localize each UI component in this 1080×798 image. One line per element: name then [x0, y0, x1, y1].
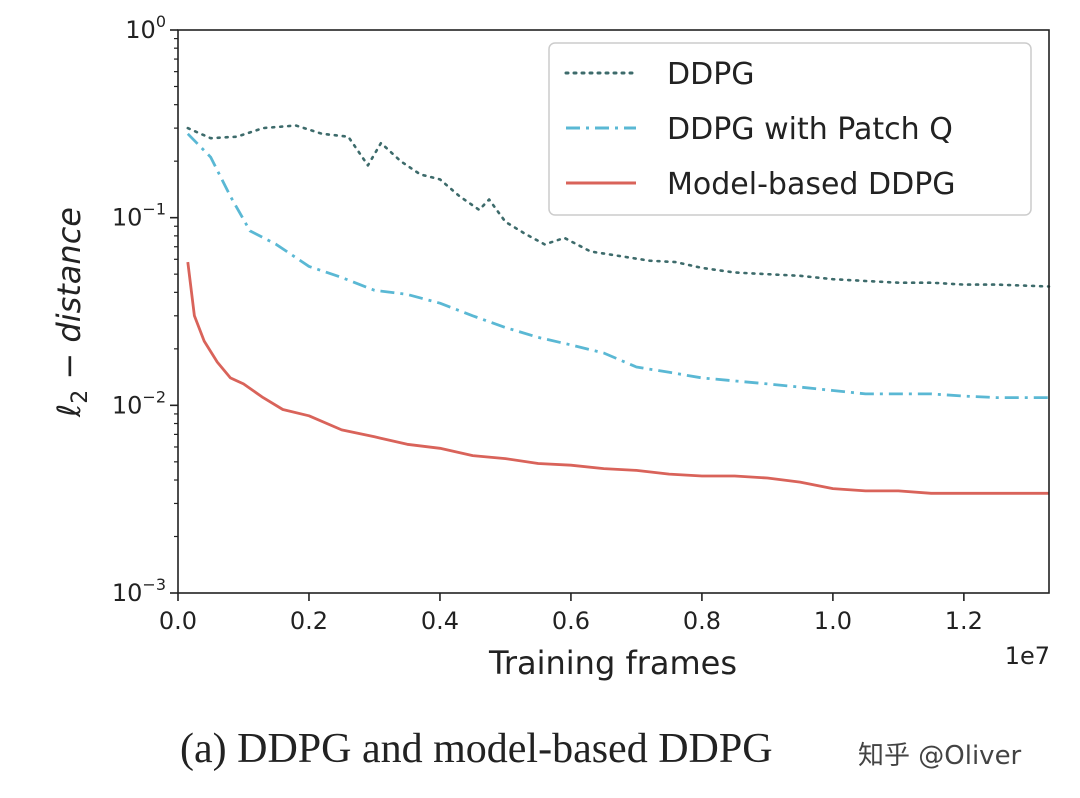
plot-frame: [177, 29, 1050, 594]
y-tick-label: 100: [125, 12, 166, 44]
legend-label-3: Model-based DDPG: [667, 167, 956, 202]
legend-label-2: DDPG with Patch Q: [667, 112, 953, 147]
y-axis-title-main: ℓ: [50, 404, 88, 418]
series-line-1: [186, 124, 1051, 288]
series-line-3: [186, 261, 1049, 495]
x-tick-label: 0.4: [421, 607, 459, 635]
x-tick-label: 0.8: [683, 607, 721, 635]
y-axis-title: ℓ2 − distance: [50, 207, 93, 418]
x-tick-label: 1.2: [945, 607, 983, 635]
legend-box: [548, 42, 1032, 216]
watermark: 知乎 @Oliver: [858, 741, 1022, 771]
x-offset-label: 1e7: [1005, 642, 1050, 670]
x-axis: 0.0 0.2 0.4 0.6 0.8 1.0 1.2: [159, 593, 983, 635]
x-tick-label: 0.0: [159, 607, 197, 635]
y-axis-title-rest: − distance: [50, 207, 88, 390]
series-line-2: [186, 132, 1049, 399]
x-tick-label: 0.2: [290, 607, 328, 635]
legend-label-1: DDPG: [667, 57, 755, 92]
y-tick-label: 10−3: [112, 575, 166, 607]
y-axis-title-sub: 2: [68, 390, 93, 404]
series-group: [186, 124, 1051, 495]
figure-caption: (a) DDPG and model-based DDPG: [180, 726, 773, 772]
y-tick-label: 10−2: [112, 387, 166, 419]
x-tick-label: 0.6: [552, 607, 590, 635]
x-tick-label: 1.0: [814, 607, 852, 635]
legend: DDPG DDPG with Patch Q Model-based DDPG: [548, 42, 1032, 216]
x-axis-title: Training frames: [488, 644, 737, 682]
y-tick-label: 10−1: [112, 200, 166, 232]
y-axis: 100 10−1 10−2 10−3: [112, 12, 178, 607]
